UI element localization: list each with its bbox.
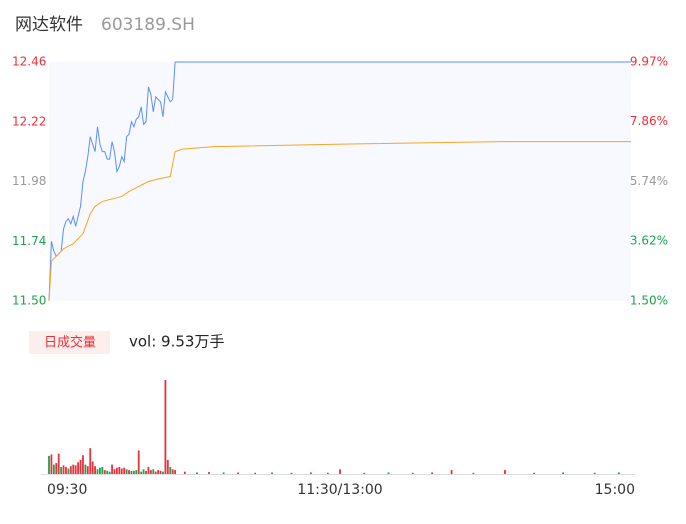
volume-bar (86, 466, 89, 474)
volume-bar (154, 471, 157, 474)
volume-bar (142, 469, 145, 474)
stock-code: 603189.SH (101, 15, 195, 35)
volume-bar (411, 472, 414, 474)
volume-bar (111, 464, 113, 474)
x-tick-label: 09:30 (47, 482, 87, 498)
volume-bar (130, 470, 133, 474)
volume-bar (89, 448, 92, 474)
volume-bar (77, 462, 79, 474)
volume-bar (162, 471, 164, 474)
volume-bar (166, 459, 169, 474)
volume-bar (52, 464, 55, 474)
volume-bar (62, 465, 65, 474)
y-tick-label: 12.46 (12, 55, 46, 69)
volume-bar (164, 380, 167, 474)
volume-title: 日成交量 (44, 335, 96, 351)
volume-bar (84, 464, 87, 474)
volume-bar (123, 467, 126, 474)
y2-tick-label: 5.74% (630, 174, 668, 188)
volume-bar (157, 470, 160, 474)
volume-bar (72, 464, 75, 474)
volume-bar (69, 466, 72, 474)
volume-bar (169, 466, 172, 474)
volume-bar (82, 455, 84, 474)
volume-bar (118, 466, 121, 474)
volume-bar (431, 472, 434, 474)
volume-bar (113, 469, 116, 474)
volume-bar (101, 466, 104, 474)
volume-bar (132, 470, 135, 474)
volume-bar (387, 472, 390, 474)
volume-bar (55, 463, 58, 474)
stock-name: 网达软件 (15, 15, 83, 35)
volume-bar (271, 472, 273, 474)
volume-bar (147, 466, 150, 474)
volume-bar (120, 468, 123, 474)
volume-bar (533, 472, 535, 474)
volume-bar (48, 455, 50, 474)
price-line (48, 61, 631, 302)
volume-bar (254, 472, 257, 474)
volume-bar (99, 467, 101, 474)
volume-bar (50, 454, 53, 474)
volume-bar (617, 472, 620, 474)
volume-bar (237, 472, 240, 474)
y-tick-label: 12.22 (12, 114, 46, 128)
volume-bar (140, 471, 143, 474)
volume-bar (290, 472, 293, 474)
volume-bar (196, 472, 198, 474)
volume-bar (326, 472, 329, 474)
volume-bar (65, 466, 67, 474)
volume-bar (125, 469, 128, 474)
volume-bar (339, 469, 341, 474)
price-line (48, 141, 631, 302)
y-tick-label: 11.50 (12, 294, 46, 308)
volume-bar (116, 467, 118, 474)
volume-bar (60, 466, 63, 474)
volume-bar (135, 470, 138, 474)
y2-tick-label: 7.86% (630, 114, 668, 128)
volume-bar (159, 470, 162, 474)
volume-bar (208, 472, 210, 474)
volume-bar (450, 470, 453, 474)
volume-bar (593, 472, 596, 474)
volume-bar (74, 465, 77, 474)
plot-area (49, 62, 631, 301)
volume-bar (108, 471, 111, 474)
volume-bar (94, 466, 96, 474)
volume-bar (103, 470, 106, 474)
volume-bar (67, 468, 70, 474)
y-tick-label: 11.98 (12, 174, 46, 188)
volume-bar (171, 469, 174, 474)
y2-tick-label: 9.97% (630, 55, 668, 69)
volume-bar (106, 470, 109, 474)
volume-bar (152, 469, 155, 474)
volume-bar (504, 470, 506, 474)
y-tick-label: 11.74 (12, 234, 46, 248)
x-tick-label: 15:00 (595, 482, 635, 498)
y2-tick-label: 3.62% (630, 234, 668, 248)
volume-bar (174, 470, 176, 474)
volume-bar (472, 472, 475, 474)
volume-total: vol: 9.53万手 (129, 333, 224, 351)
volume-bar (363, 472, 366, 474)
volume-bar (149, 470, 152, 474)
volume-bar (128, 470, 130, 474)
volume-bar (562, 472, 564, 474)
volume-bar (310, 472, 312, 474)
x-tick-label: 11:30/13:00 (297, 482, 382, 498)
volume-bar (91, 461, 94, 474)
volume-bar (57, 453, 60, 474)
volume-bar (222, 472, 225, 474)
volume-badge (29, 331, 110, 354)
y2-tick-label: 1.50% (630, 294, 668, 308)
volume-bar (96, 469, 99, 474)
volume-bar (137, 450, 140, 474)
volume-bar (145, 470, 147, 474)
volume-bar (183, 471, 186, 474)
volume-bar (79, 459, 82, 474)
